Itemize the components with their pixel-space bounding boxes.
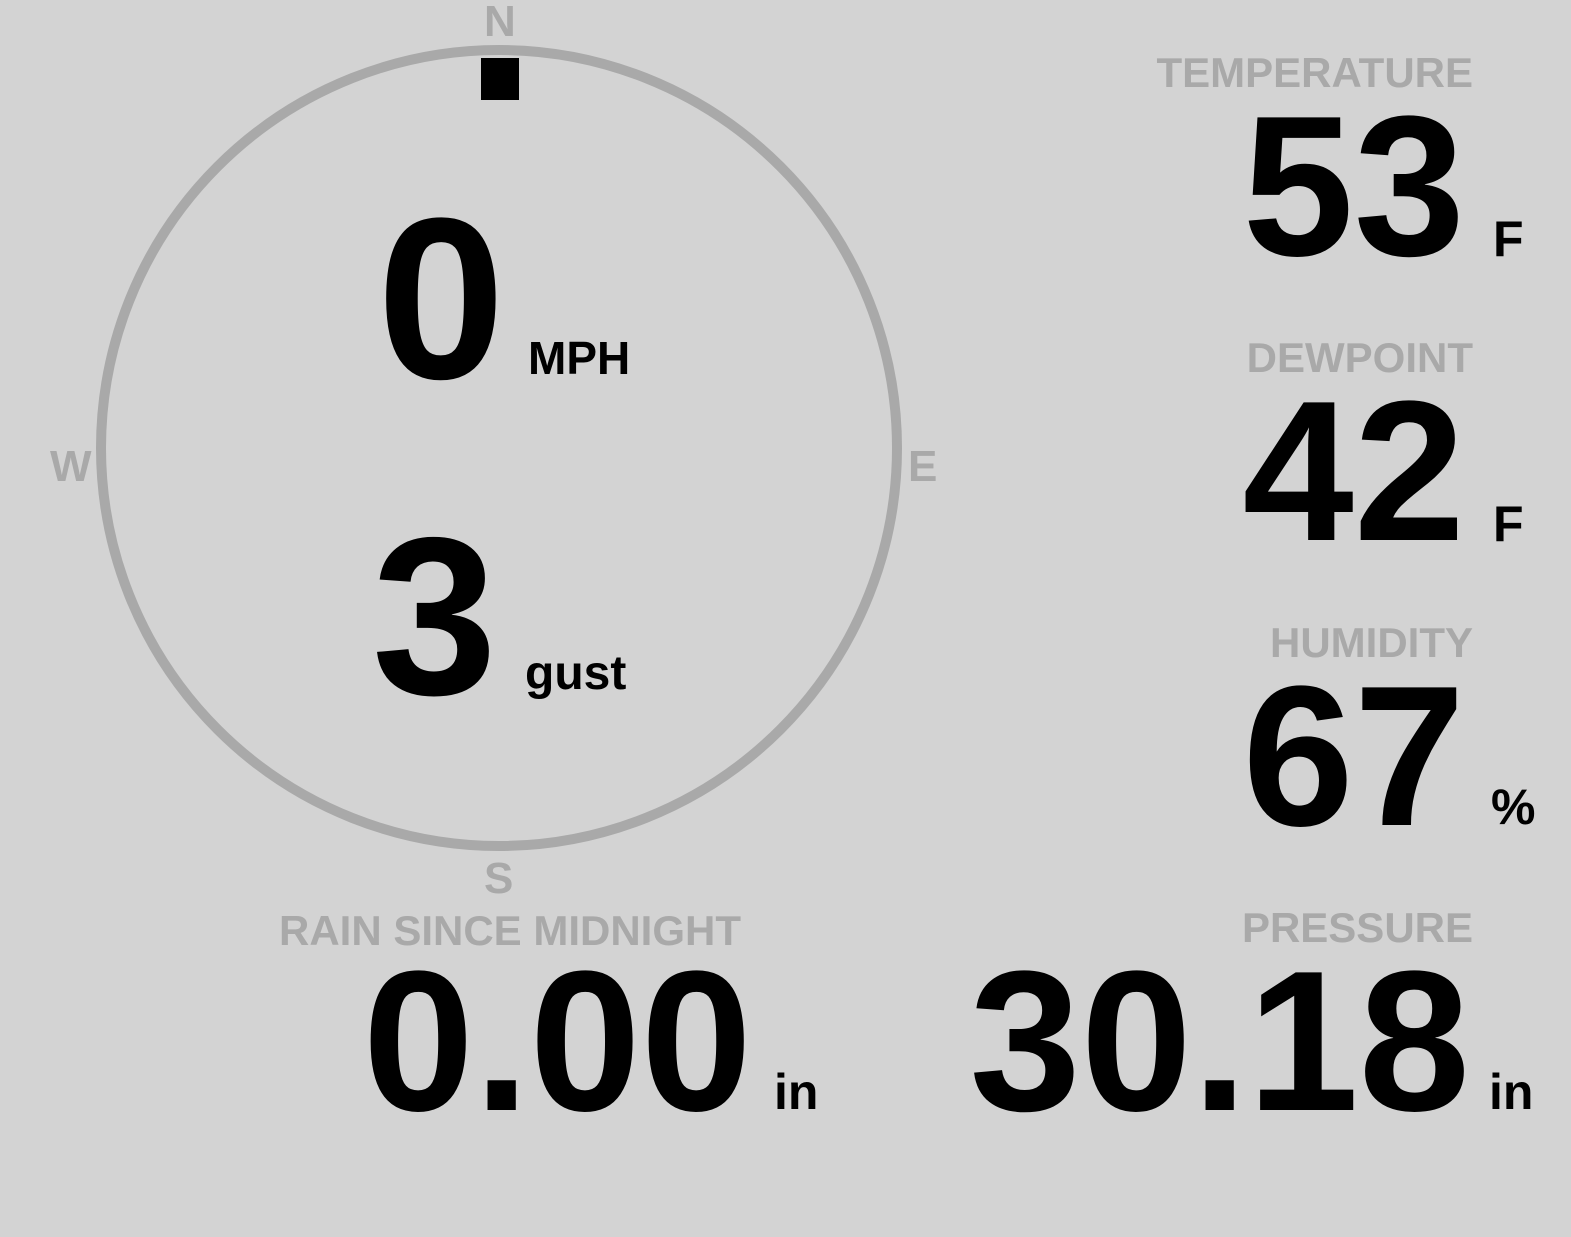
compass-west: W	[50, 442, 92, 491]
temperature-label: TEMPERATURE	[1156, 49, 1473, 96]
wind-gust-unit: gust	[525, 647, 627, 700]
dewpoint-label: DEWPOINT	[1246, 334, 1473, 381]
temperature-value: 53	[1242, 75, 1465, 298]
pressure-label: PRESSURE	[1241, 904, 1473, 951]
compass-east: E	[908, 442, 938, 491]
humidity-label: HUMIDITY	[1270, 619, 1473, 666]
dewpoint-unit: F	[1493, 496, 1524, 552]
dewpoint-value: 42	[1242, 360, 1465, 583]
rain-unit: in	[774, 1064, 819, 1120]
humidity-value: 67	[1242, 645, 1465, 868]
compass-north: N	[484, 0, 516, 46]
rain-value: 0.00	[362, 930, 752, 1153]
wind-speed-value: 0	[377, 170, 505, 427]
temperature-unit: F	[1493, 211, 1524, 267]
humidity-unit: %	[1491, 779, 1536, 835]
compass-ring	[96, 45, 902, 851]
pressure-unit: in	[1489, 1064, 1534, 1120]
wind-speed-unit: MPH	[528, 332, 631, 384]
wind-direction-marker	[481, 58, 519, 100]
rain-label: RAIN SINCE MIDNIGHT	[279, 907, 741, 954]
wind-gust-value: 3	[371, 490, 497, 742]
pressure-value: 30.18	[969, 930, 1471, 1153]
compass-south: S	[484, 854, 514, 903]
